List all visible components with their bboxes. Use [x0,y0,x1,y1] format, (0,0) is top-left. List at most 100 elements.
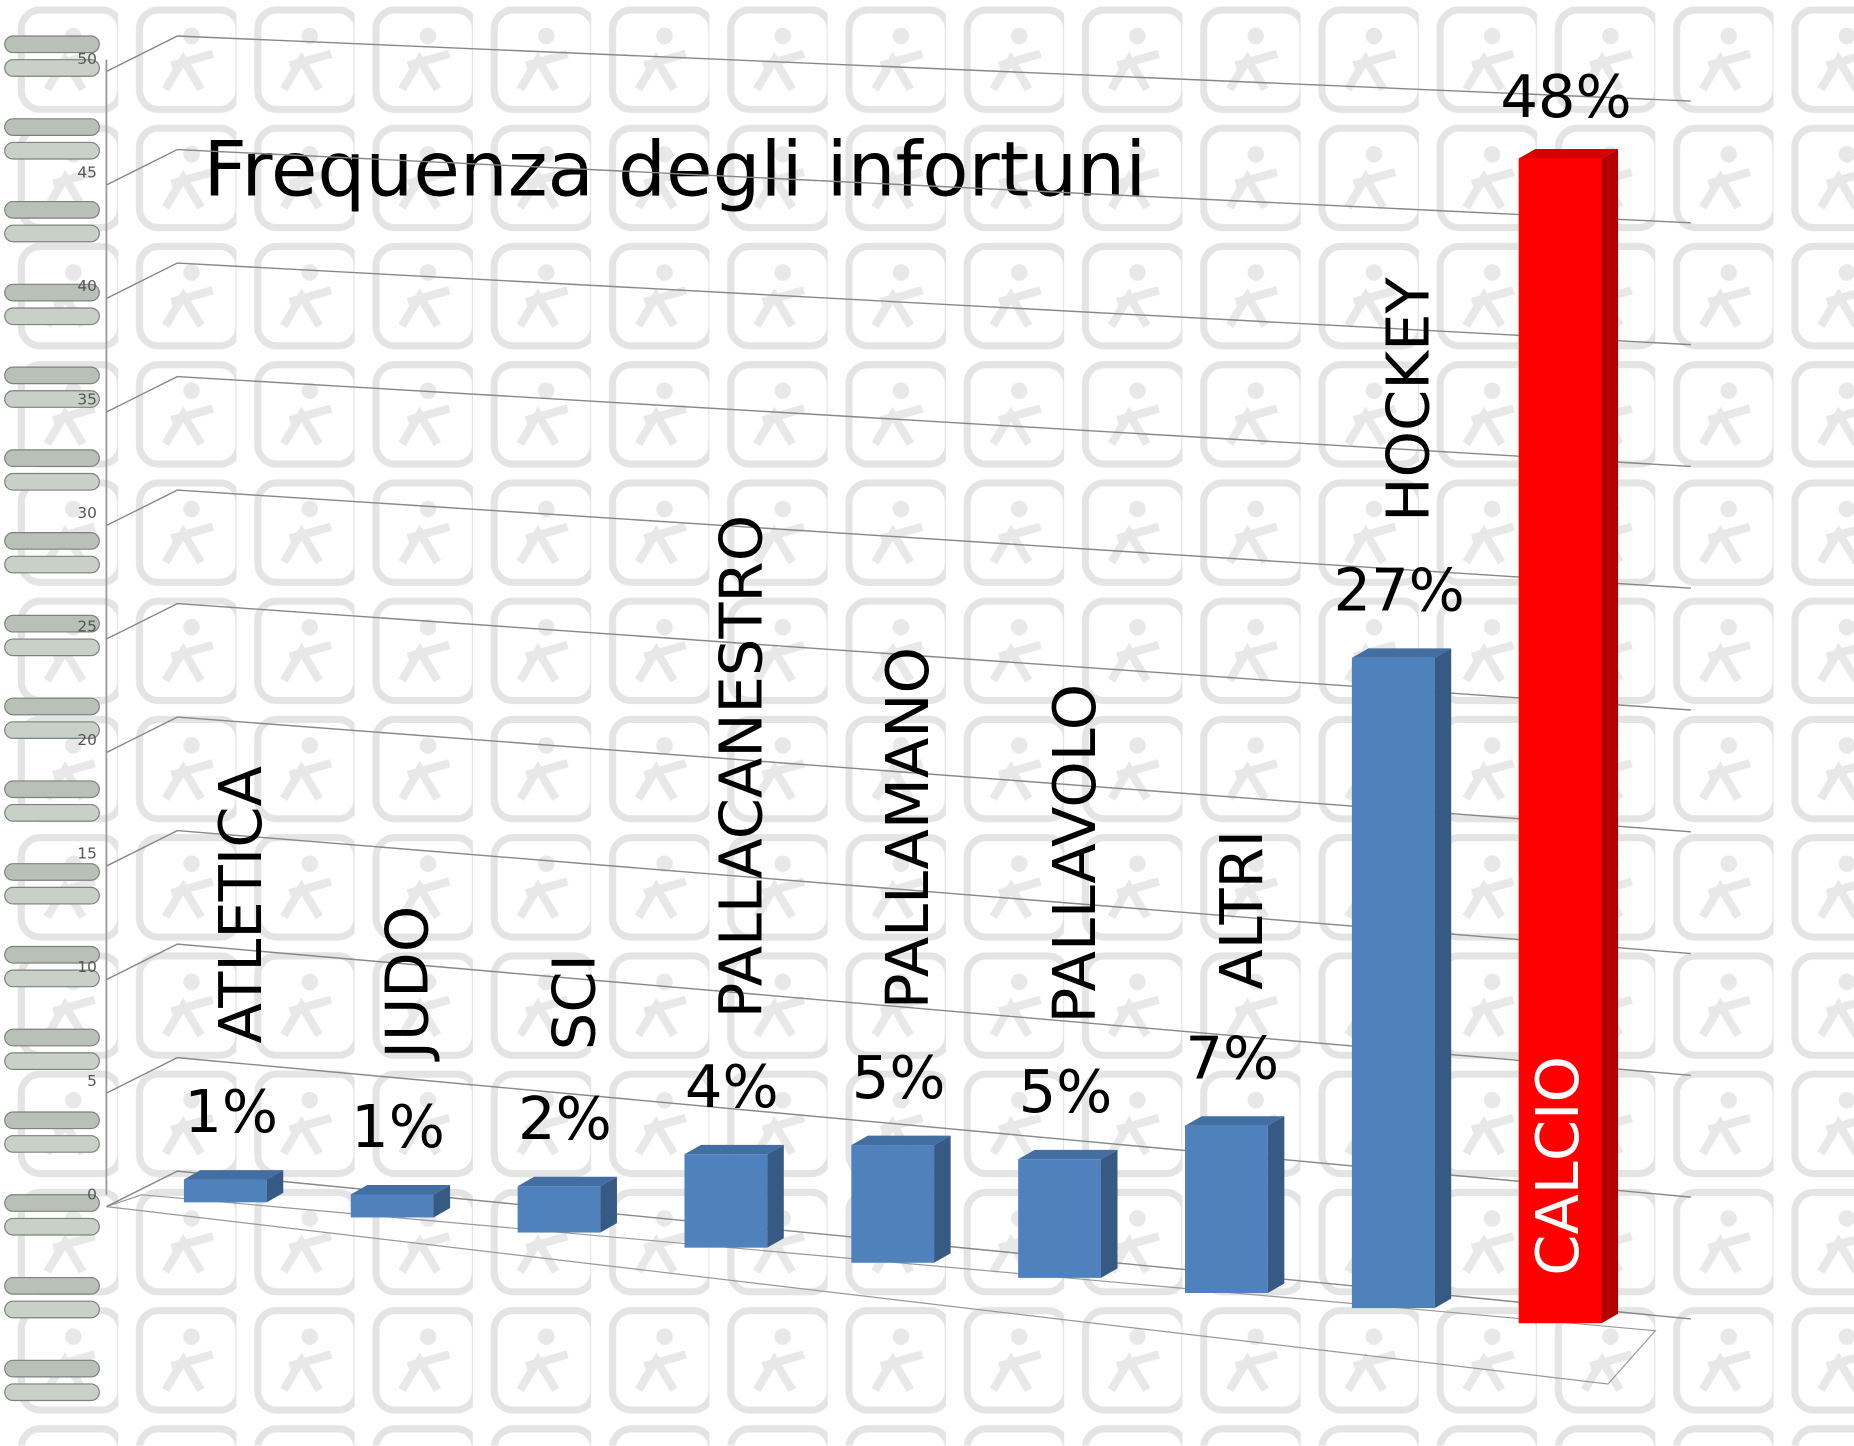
grid-line [106,602,1691,711]
ring [4,307,100,326]
bar-top [183,1170,284,1180]
bar-side [266,1170,284,1203]
chart-title: Frequenza degli infortuni [203,126,1146,214]
ring [4,200,100,219]
ring [4,366,100,385]
grid-line [106,489,1691,589]
bar [517,1186,601,1233]
value-label: 5% [852,1043,946,1112]
bar-top [1518,148,1619,159]
ring [4,886,100,905]
bar-top [350,1185,451,1195]
bar-top [1351,648,1452,658]
y-tick-label: 50 [77,50,97,68]
grid-line [106,716,1691,833]
bar-side [600,1176,617,1233]
ring [4,1194,100,1212]
ring [4,1300,100,1319]
ring [4,390,100,408]
y-tick-label: 5 [87,1072,97,1090]
ring [4,1276,100,1295]
category-label: ALTRI [1207,830,1276,990]
grid-line [106,35,1691,102]
bar-top [684,1144,784,1155]
category-label: ATLETICA [206,766,275,1043]
bar [183,1179,267,1203]
category-label: HOCKEY [1374,277,1443,522]
value-label: 48% [1500,62,1631,131]
ring [4,283,100,302]
ring [4,1111,100,1130]
y-tick-label: 45 [77,164,97,182]
ring [4,224,100,243]
ring [4,1217,100,1236]
ring [4,141,100,160]
bar [1518,158,1602,1324]
bar-side [1601,148,1619,1324]
y-tick-label: 20 [77,731,97,749]
grid-line [106,943,1691,1077]
ring [4,780,100,799]
value-label: 1% [351,1092,445,1161]
bar [684,1154,768,1248]
category-label: JUDO [373,906,442,1063]
value-label: 7% [1185,1023,1279,1092]
grid-line [106,375,1691,468]
category-label: PALLACANESTRO [706,515,775,1018]
y-tick-label: 35 [77,391,97,409]
ring [4,472,100,491]
ring [4,697,100,716]
bar-side [433,1185,451,1218]
ring [4,449,100,468]
ring [4,863,100,881]
ring [4,1028,100,1047]
ring [4,555,100,574]
ring [4,532,100,550]
y-tick-label: 30 [77,504,97,522]
y-tick-label: 25 [77,618,97,636]
value-label: 4% [685,1052,779,1121]
bar-top [1018,1149,1118,1160]
ring [4,1359,100,1378]
bar [1185,1125,1268,1293]
ring [4,1052,100,1071]
y-tick-label: 0 [87,1185,97,1203]
category-label: SCI [539,954,608,1050]
ring [4,721,100,739]
category-label: PALLAMANO [873,647,942,1009]
ring [4,1135,100,1153]
grid-line [106,148,1691,224]
bar-top [517,1176,617,1187]
ring [4,945,100,964]
bar-side [1100,1149,1118,1278]
ring [4,803,100,822]
bar [851,1145,935,1263]
bar-side [934,1135,951,1263]
grid-line [106,829,1691,955]
spiral-binding [4,35,100,1402]
value-label: 5% [1019,1057,1113,1126]
value-label: 2% [518,1084,612,1153]
bar [350,1194,434,1218]
bar-side [1434,648,1452,1309]
bar-top [1185,1116,1285,1126]
bar [1351,657,1435,1309]
bar [1018,1159,1101,1278]
ring [4,614,100,633]
y-tick-label: 15 [77,845,97,863]
y-tick-label: 40 [77,277,97,295]
bar-side [767,1144,784,1248]
ring [4,35,100,54]
category-label: CALCIO [1523,1056,1592,1276]
ring [4,969,100,988]
bar-side [1267,1116,1285,1293]
ring [4,1383,100,1402]
ring [4,638,100,657]
y-tick-label: 10 [77,958,97,976]
value-label: 27% [1333,556,1464,625]
floor [106,1194,1657,1385]
grid-line [106,262,1691,346]
category-label: PALLAVOLO [1040,684,1109,1023]
ring [4,118,100,136]
